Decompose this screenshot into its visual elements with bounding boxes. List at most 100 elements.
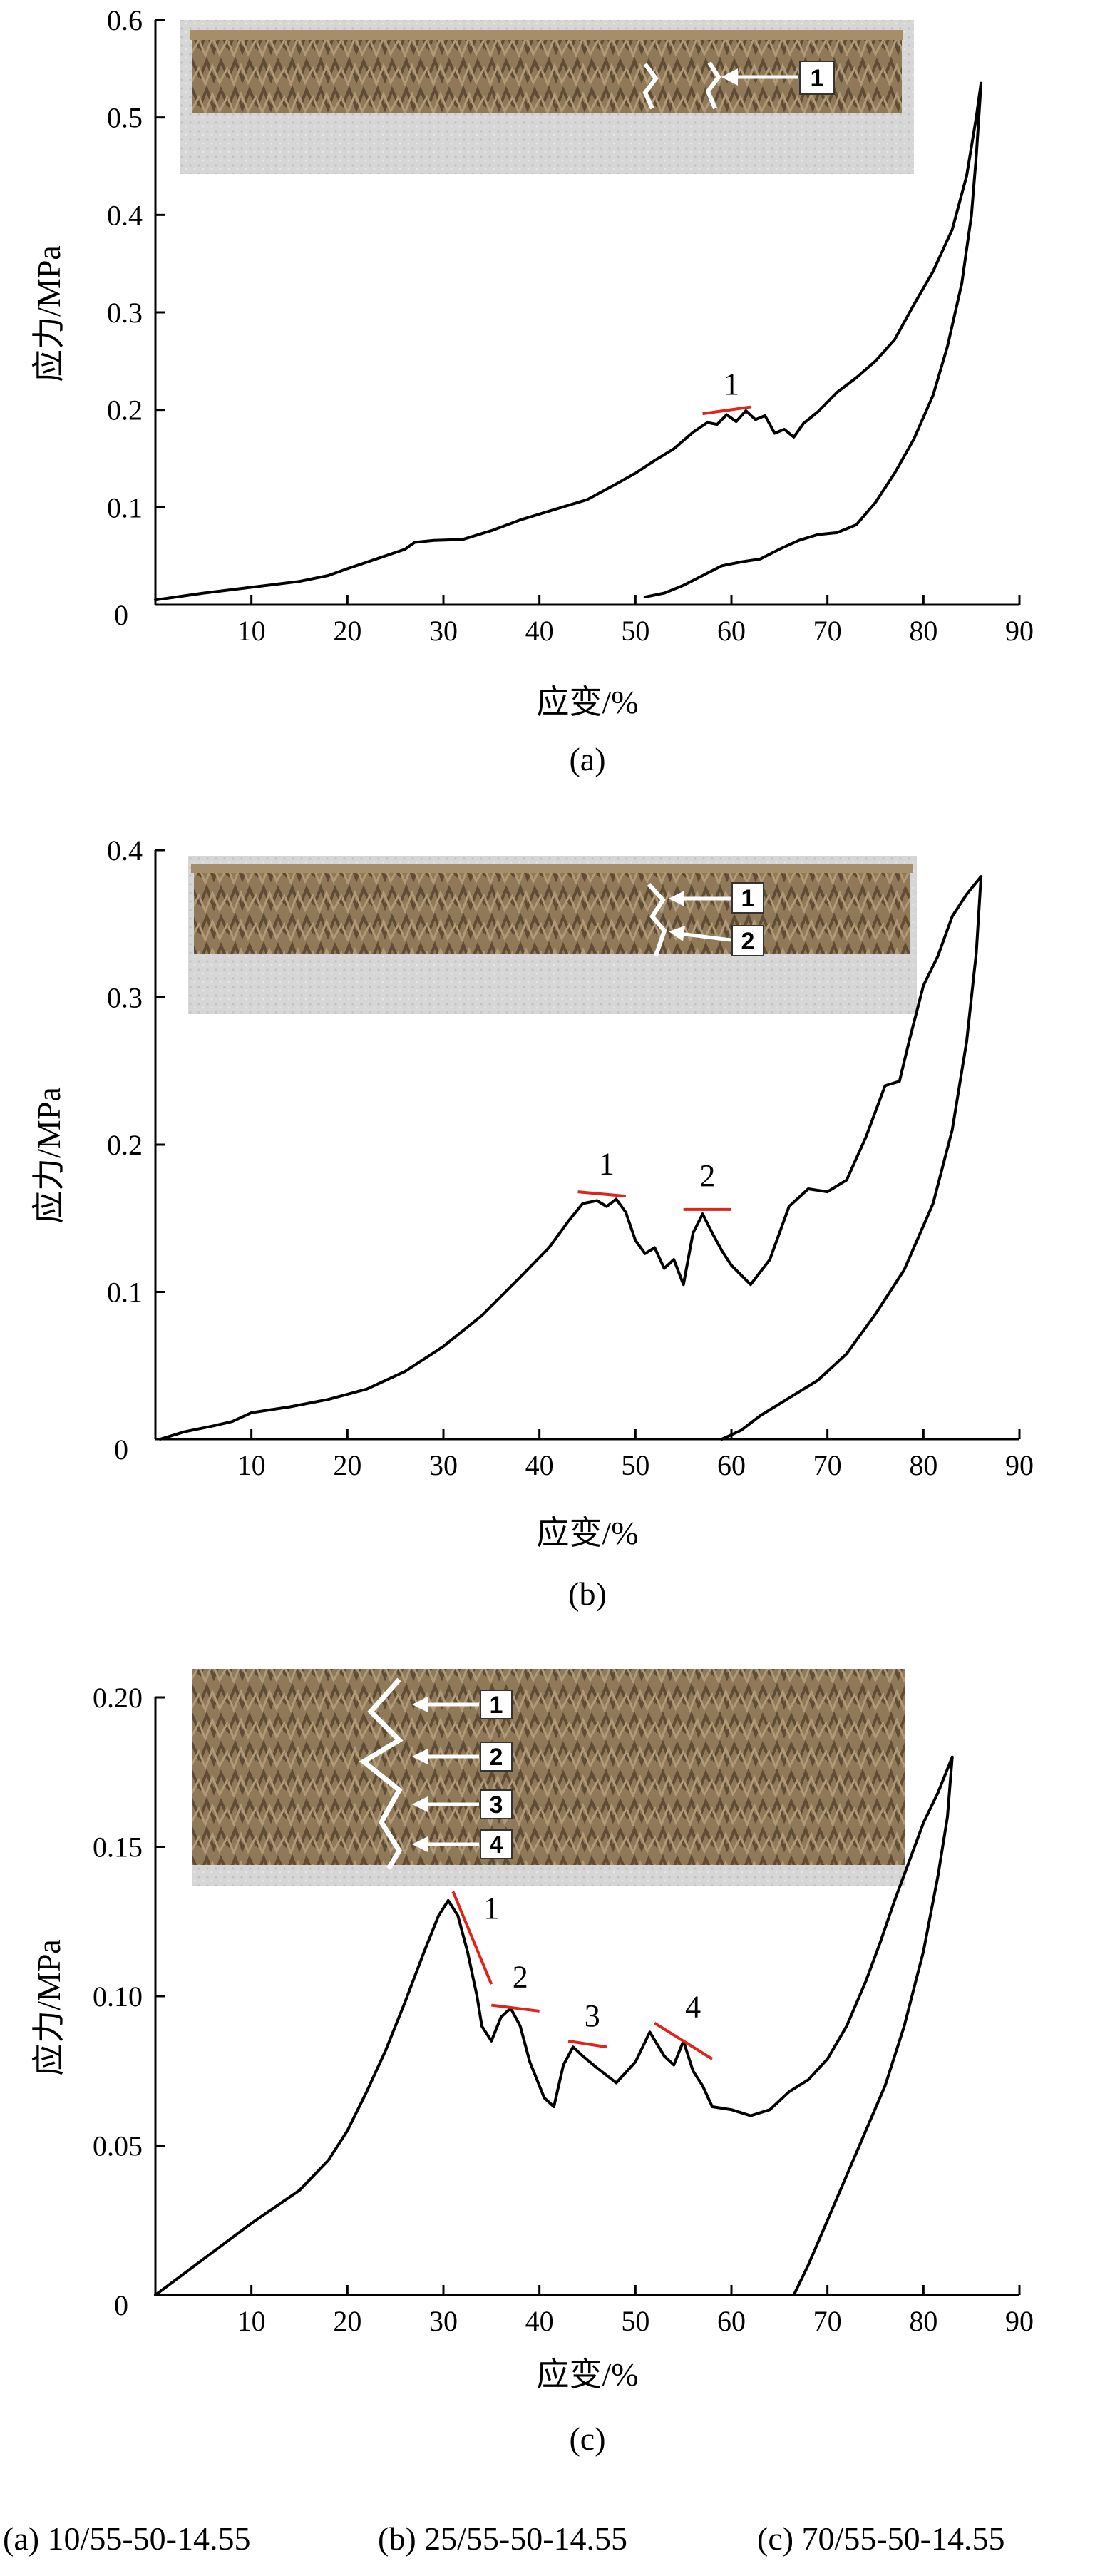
y-axis-label-c: 应力/MPa (31, 1939, 67, 2076)
photo-c-arrowhead-4 (412, 1836, 428, 1852)
x-tick-label-c: 40 (525, 2305, 554, 2337)
y-axis-label-b: 应力/MPa (31, 1087, 67, 1224)
annotations-c: 12 3 4 (451, 1891, 714, 2060)
photo-c-arrowhead-3 (412, 1796, 428, 1812)
x-tick-label-b: 30 (429, 1449, 458, 1481)
annotation-label-c-3: 3 (585, 1998, 600, 2033)
annotation-label-b-1: 1 (599, 1146, 615, 1181)
x-tick-label-b: 60 (717, 1449, 746, 1481)
caption-c: (c) (569, 2421, 605, 2457)
unloading-curve-b (720, 875, 983, 1441)
loading-curve-b (158, 875, 983, 1441)
x-tick-label-c: 60 (717, 2305, 746, 2337)
x-tick-label-a: 30 (429, 615, 458, 647)
panel-c: 1 2 3 4 10 20 30 40 50 60 70 80 90 0 0.05 0.10 0.15 0… (31, 1669, 1034, 2457)
photo-c-arrowhead-1 (412, 1697, 428, 1712)
x-tick-label-c: 30 (429, 2305, 458, 2337)
y-tick-label-a: 0.5 (107, 102, 143, 134)
photo-a-crack-marker-2 (705, 61, 721, 110)
photo-c-label-box-3 (480, 1789, 513, 1819)
caption-b: (b) (568, 1575, 607, 1612)
y-tick-label-a: 0.3 (107, 297, 143, 329)
loading-curve-c (154, 1755, 954, 2296)
x-tick-label-b: 20 (333, 1449, 361, 1481)
y-tick-label-a: 0.4 (107, 199, 143, 231)
x-axis-label-a: 应变/% (536, 684, 638, 720)
photo-b-label-box-1 (731, 882, 764, 914)
x-tick-label-b: 80 (909, 1449, 937, 1481)
annotation-label-c-4: 4 (685, 1989, 701, 2024)
annotation-line-c-4 (654, 2022, 714, 2060)
x-tick-label-a: 80 (909, 615, 937, 647)
y-axis-label-a: 应力/MPa (31, 245, 67, 382)
photo-a-label-box-1 (799, 61, 835, 95)
photo-c-label-box-2 (480, 1742, 513, 1772)
photo-a-top-liner (190, 30, 903, 40)
x-tick-label-b: 10 (237, 1449, 266, 1481)
x-axis-label-c: 应变/% (536, 2356, 638, 2393)
footer-caption-b: (b) 25/55-50-14.55 (378, 2520, 627, 2557)
axes-c: 10 20 30 40 50 60 70 80 90 0 0.05 0.10 0.15 0.20 (93, 1682, 1034, 2337)
annotation-line-c-1 (451, 1891, 493, 1985)
x-tick-label-c: 50 (621, 2305, 649, 2337)
x-tick-label-a: 20 (333, 615, 361, 647)
x-tick-label-c: 20 (333, 2305, 361, 2337)
curves-c (154, 1755, 954, 2296)
y-tick-label-a: 0.2 (107, 394, 143, 426)
panel-a: 1 10 20 30 40 50 60 70 80 9000.10.20.30.40.50.6 … (31, 4, 1034, 777)
annotation-label-c-1: 1 (483, 1891, 499, 1926)
annotation-line-c-3 (567, 2039, 607, 2049)
x-axis-label-b: 应变/% (536, 1515, 638, 1551)
photo-b-top-liner (191, 864, 913, 873)
photo-b-label-1: 1 (741, 885, 755, 912)
x-tick-label-c: 90 (1005, 2305, 1034, 2337)
y-tick-label-a: 0.1 (107, 491, 143, 523)
origin-label-b: 0 (114, 1433, 128, 1466)
y-tick-label-b: 0.4 (107, 834, 143, 867)
y-tick-label-b: 0.1 (107, 1277, 143, 1309)
photo-b-crack-marker (647, 882, 667, 956)
x-tick-label-b: 70 (813, 1449, 842, 1481)
y-tick-label-b: 0.3 (107, 982, 143, 1014)
origin-label-a: 0 (114, 599, 128, 631)
x-tick-label-a: 90 (1005, 615, 1034, 647)
photo-b-arrowhead-1 (669, 891, 684, 906)
caption-a: (a) (569, 741, 605, 777)
photo-c-label-box-1 (480, 1690, 513, 1719)
annotation-line-b-1 (577, 1190, 627, 1198)
loading-curve-a (154, 81, 983, 602)
y-tick-label-a: 0.6 (107, 4, 143, 36)
axes-b: 10 20 30 40 50 60 70 80 90 0 0.1 0.2 0.3 0.4 (107, 834, 1034, 1481)
photo-c-label-box-4 (480, 1829, 513, 1859)
x-tick-label-b: 40 (525, 1449, 554, 1481)
photo-a-crack-marker-1 (642, 63, 659, 110)
annotation-label-c-2: 2 (513, 1959, 528, 1994)
x-tick-label-a: 10 (237, 615, 266, 647)
unloading-curve-c (792, 1755, 954, 2296)
photo-c-label-3: 3 (490, 1792, 503, 1819)
footer-caption-c: (c) 70/55-50-14.55 (757, 2520, 1004, 2557)
photo-c-foam (192, 1865, 905, 1886)
photo-b-label-2: 2 (741, 928, 755, 955)
annotation-label-b-2: 2 (699, 1158, 715, 1193)
photo-c-label-1: 1 (490, 1692, 503, 1719)
x-tick-label-b: 50 (621, 1449, 649, 1481)
footer-captions: (a) 10/55-50-14.55 (b) 25/55-50-14.55 (c… (3, 2520, 1004, 2557)
x-tick-label-c: 10 (237, 2305, 266, 2337)
x-tick-label-b: 90 (1005, 1449, 1034, 1481)
photo-c-label-4: 4 (490, 1831, 503, 1859)
x-tick-label-a: 50 (621, 615, 649, 647)
x-tick-label-a: 70 (813, 615, 842, 647)
photo-a-label-1: 1 (811, 65, 824, 92)
annotations-a: 1 (702, 367, 751, 416)
inset-photo-a: 1 (180, 20, 914, 174)
curves-b (158, 875, 983, 1441)
photo-b-board (194, 869, 910, 954)
annotation-line-c-2 (491, 2003, 540, 2013)
photo-c-label-2: 2 (490, 1744, 503, 1771)
photo-b-arrowhead-2 (669, 926, 685, 941)
